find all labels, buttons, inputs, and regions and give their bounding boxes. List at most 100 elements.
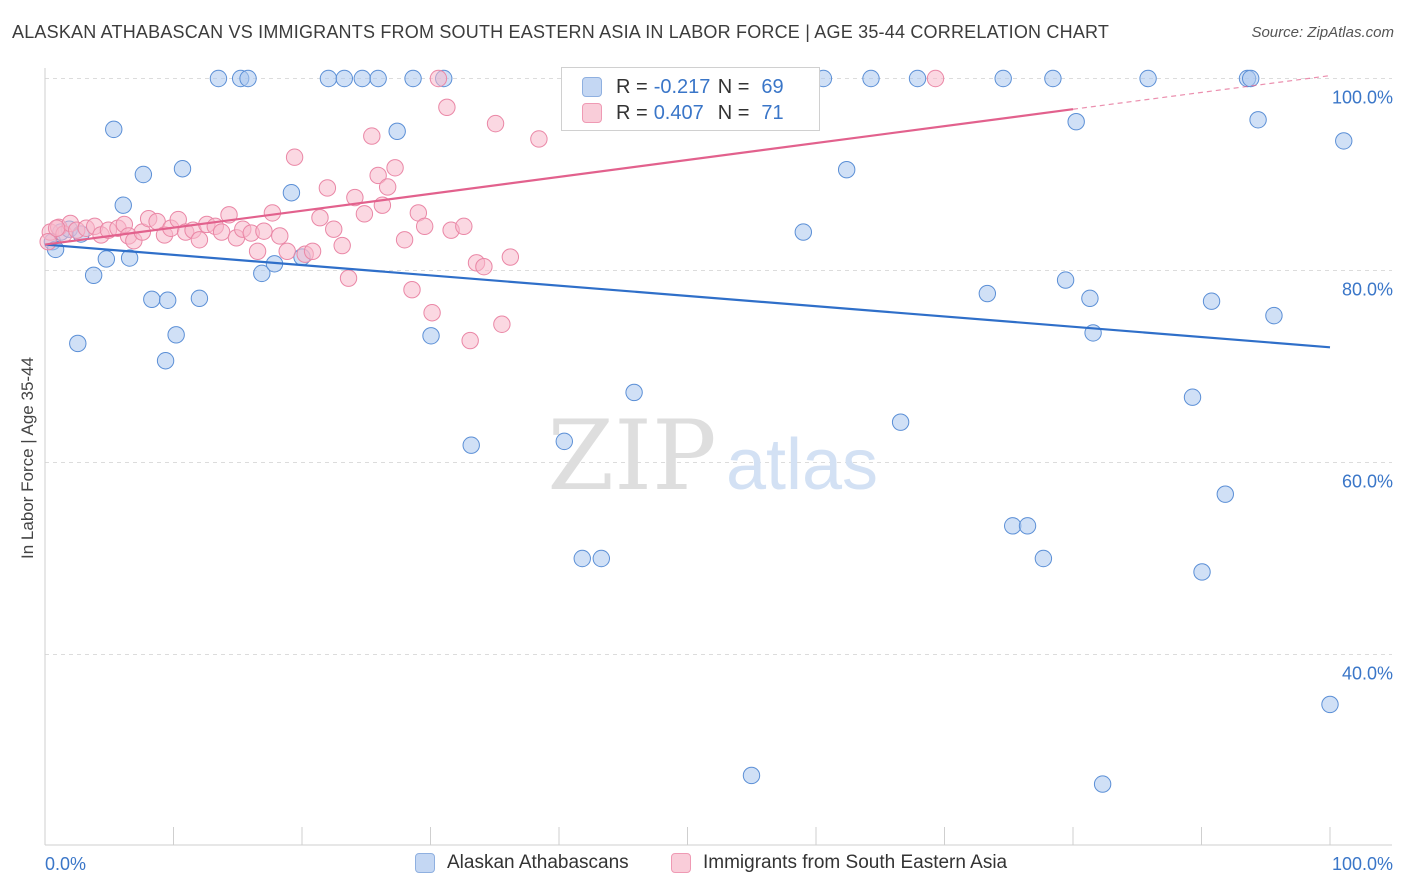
athabascan-point [1056, 271, 1075, 289]
se-asia-point [369, 166, 387, 185]
athabascan-point [592, 549, 611, 568]
se-asia-legend-label: Immigrants from South Eastern Asia [703, 852, 1008, 873]
athabascan-swatch [582, 77, 602, 97]
se-asia-point [363, 127, 381, 145]
athabascan-point [891, 413, 910, 431]
trend-lines [44, 75, 1331, 349]
athabascan-point [156, 352, 175, 370]
athabascan-point [120, 249, 139, 267]
se-asia-point [429, 69, 448, 88]
bottom-legend-athabascan: Alaskan Athabascans [415, 852, 629, 874]
se-asia-point [438, 98, 456, 117]
athabascan-point [1216, 485, 1234, 503]
athabascan-point [837, 161, 856, 179]
axes [44, 68, 1392, 846]
athabascan-point [97, 250, 116, 268]
athabascan-trend-line [44, 243, 1331, 349]
r-label: R = [616, 75, 648, 98]
athabascan-point [1202, 292, 1221, 310]
athabascan-point [173, 160, 192, 178]
se-asia-point [212, 223, 231, 241]
se-asia-swatch [582, 103, 602, 123]
se-asia-legend-swatch [671, 853, 691, 873]
athabascan-point [369, 69, 387, 88]
se-asia-point [455, 217, 473, 236]
athabascan-point [335, 69, 354, 88]
bottom-legend-se-asia: Immigrants from South Eastern Asia [671, 852, 1007, 874]
se-asia-point [423, 304, 441, 322]
se-asia-point [346, 188, 364, 207]
se-asia-point [248, 242, 267, 261]
watermark-zip: ZIP [547, 400, 716, 512]
athabascan-point [353, 69, 371, 88]
source-credit: Source: ZipAtlas.com [1251, 24, 1394, 41]
athabascan-point [1067, 113, 1085, 131]
athabascan-point [994, 69, 1012, 88]
se-asia-point [278, 242, 296, 261]
se-asia-point [378, 178, 397, 196]
athabascan-point [388, 122, 406, 141]
athabascan-point [190, 289, 209, 308]
se-asia-point [325, 220, 343, 238]
se-asia-point [501, 248, 520, 266]
athabascan-point [1265, 306, 1283, 325]
se-asia-point [395, 231, 414, 249]
athabascan-point [1139, 69, 1157, 88]
se-asia-point [530, 130, 548, 148]
athabascan-point [1335, 132, 1353, 150]
athabascan-point [1044, 69, 1062, 88]
se-asia-point [486, 114, 505, 133]
y-tick-label: 60.0% [1342, 472, 1393, 492]
se-asia-point [339, 269, 358, 287]
athabascan-legend-swatch [415, 853, 435, 873]
y-tick-label: 80.0% [1342, 280, 1393, 300]
se-asia-point [318, 179, 337, 197]
athabascan-point [114, 196, 132, 214]
se-asia-point [333, 236, 351, 255]
r-label: R = [616, 101, 648, 124]
athabascan-point [742, 766, 761, 785]
gridlines [45, 78, 1392, 655]
athabascan-point [1321, 695, 1339, 714]
athabascan-point [1004, 517, 1022, 535]
x-tick-label: 100.0% [1332, 854, 1393, 874]
n-label: N = [717, 75, 750, 98]
athabascan-point [1193, 563, 1211, 581]
athabascan-point [794, 223, 813, 241]
athabascan-point [253, 264, 271, 283]
se-asia-point [311, 209, 329, 227]
athabascan-point [1183, 388, 1202, 406]
athabascan-point [143, 290, 161, 308]
athabascan-point [1034, 549, 1053, 568]
athabascan-point [239, 69, 257, 88]
se-asia-point [461, 331, 479, 350]
chart-title: ALASKAN ATHABASCAN VS IMMIGRANTS FROM SO… [12, 22, 1110, 42]
athabascan-point [1018, 517, 1037, 535]
y-tick-label: 40.0% [1342, 664, 1393, 684]
athabascan-point [1249, 111, 1267, 129]
athabascan-point [319, 69, 338, 88]
athabascan-point [862, 69, 880, 88]
athabascan-point [573, 549, 591, 568]
se-asia-point [926, 69, 945, 88]
athabascan-point [1241, 69, 1260, 88]
se-asia-point [475, 257, 493, 276]
athabascan-point [84, 266, 103, 284]
se-asia-point [403, 281, 421, 299]
watermark: ZIP atlas [547, 400, 878, 512]
athabascan-point [462, 436, 480, 454]
athabascan-point [1081, 289, 1099, 308]
watermark-atlas: atlas [726, 425, 878, 505]
athabascan-point [404, 69, 422, 88]
n-label: N = [717, 101, 750, 124]
se-asia-point [303, 242, 322, 261]
se-asia-point [255, 222, 273, 240]
athabascan-point [908, 69, 927, 88]
athabascan-point [978, 284, 997, 303]
se-asia-trend-line [44, 108, 1074, 246]
se-asia-n-value: 71 [761, 101, 784, 124]
legend-row-athabascan: R = -0.217 N = 69 [582, 74, 784, 100]
se-asia-point [190, 231, 209, 249]
athabascan-point [1093, 775, 1112, 793]
